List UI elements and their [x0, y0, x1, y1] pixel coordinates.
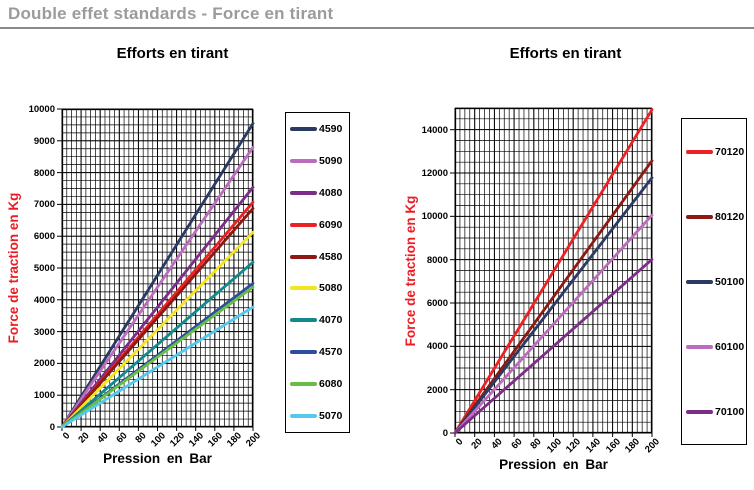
y-axis-title: Force de traction en Kg [403, 195, 418, 346]
series-line-4580 [60, 207, 255, 429]
legend-label: 4070 [319, 314, 343, 327]
series-line-4070 [60, 260, 255, 429]
legend-item: 70100 [682, 406, 746, 418]
y-tick-label: 9000 [33, 135, 55, 147]
y-tick-label: 12000 [421, 168, 448, 179]
header-divider [0, 27, 754, 29]
series-line-60100 [453, 213, 654, 435]
legend-label: 60100 [715, 340, 745, 353]
legend-label: 4590 [319, 122, 343, 135]
legend-swatch [290, 382, 317, 387]
legend-swatch [290, 254, 317, 259]
legend-label: 50100 [715, 275, 745, 288]
series-line-70120 [453, 108, 654, 435]
legend-label: 80120 [715, 210, 745, 223]
x-axis-title: Pression en Bar [103, 451, 212, 466]
legend-item: 4070 [286, 314, 349, 326]
y-tick-label: 10000 [28, 104, 55, 115]
chart-title: Efforts en tirant [509, 45, 622, 62]
series-line-70100 [453, 258, 654, 435]
y-tick-label: 8000 [33, 167, 55, 179]
legend-swatch [290, 318, 317, 323]
legend-label: 6090 [319, 218, 343, 231]
plot-area [57, 108, 255, 431]
legend-swatch [686, 409, 713, 414]
legend-label: 70120 [715, 145, 745, 158]
y-tick-label: 4000 [33, 294, 55, 306]
legend-swatch [686, 149, 713, 154]
legend-item: 6090 [286, 219, 349, 231]
page-title: Double effet standards - Force en tirant [8, 4, 334, 23]
legend-item: 4080 [286, 187, 349, 199]
legend-swatch [290, 350, 317, 355]
legend-label: 4570 [319, 346, 343, 359]
y-tick-label: 6000 [426, 298, 448, 309]
y-tick-label: 3000 [33, 326, 55, 338]
y-tick-label: 14000 [421, 124, 448, 136]
y-tick-label: 7000 [33, 199, 55, 211]
y-tick-label: 0 [49, 422, 55, 433]
plot-border [61, 108, 254, 428]
legend-swatch [290, 413, 317, 418]
legend-item: 60100 [682, 341, 746, 353]
y-tick-label: 10000 [421, 211, 448, 223]
legend-swatch [686, 214, 713, 219]
series-line-5090 [60, 145, 255, 429]
legend-item: 80120 [682, 211, 746, 223]
legend-swatch [290, 286, 317, 291]
legend-swatch [686, 279, 713, 284]
legend-label: 70100 [715, 405, 745, 418]
legend-item: 70120 [682, 146, 746, 158]
y-tick-label: 2000 [426, 384, 448, 396]
y-tick-label: 2000 [33, 358, 55, 370]
legend-label: 5080 [319, 282, 343, 295]
legend-label: 5090 [319, 154, 343, 167]
legend-item: 5080 [286, 282, 349, 294]
legend-swatch [290, 158, 317, 163]
legend-label: 6080 [319, 378, 343, 391]
legend-label: 4080 [319, 186, 343, 199]
x-axis-title: Pression en Bar [499, 457, 608, 472]
legend-swatch [290, 126, 317, 131]
plot-area [450, 107, 654, 437]
plot-border [454, 107, 653, 434]
legend-item: 5070 [286, 410, 349, 422]
legend-swatch [290, 190, 317, 195]
y-tick-label: 4000 [426, 341, 448, 353]
legend: 70120 80120 50100 60100 70100 [681, 118, 747, 445]
y-tick-label: 1000 [33, 390, 55, 402]
legend-label: 5070 [319, 409, 343, 422]
legend: 4590 5090 4080 6090 4580 5080 4070 4570 6080 5070 [285, 112, 350, 433]
legend-item: 50100 [682, 276, 746, 288]
chart-title: Efforts en tirant [116, 45, 229, 62]
series-line-6080 [60, 285, 255, 429]
legend-swatch [290, 222, 317, 227]
series-line-5080 [60, 230, 255, 429]
series-line-5070 [60, 305, 255, 429]
legend-item: 5090 [286, 155, 349, 167]
legend-swatch [686, 344, 713, 349]
legend-label: 4580 [319, 250, 343, 263]
series-line-50100 [453, 176, 654, 435]
series-line-4590 [60, 122, 255, 429]
legend-item: 4570 [286, 346, 349, 358]
series-line-80120 [453, 159, 654, 435]
legend-item: 4580 [286, 251, 349, 263]
y-tick-label: 6000 [33, 231, 55, 243]
y-tick-label: 5000 [33, 263, 55, 274]
series-line-4080 [60, 185, 255, 429]
y-tick-label: 8000 [426, 254, 448, 266]
legend-item: 4590 [286, 123, 349, 135]
legend-item: 6080 [286, 378, 349, 390]
y-tick-label: 0 [442, 428, 448, 439]
